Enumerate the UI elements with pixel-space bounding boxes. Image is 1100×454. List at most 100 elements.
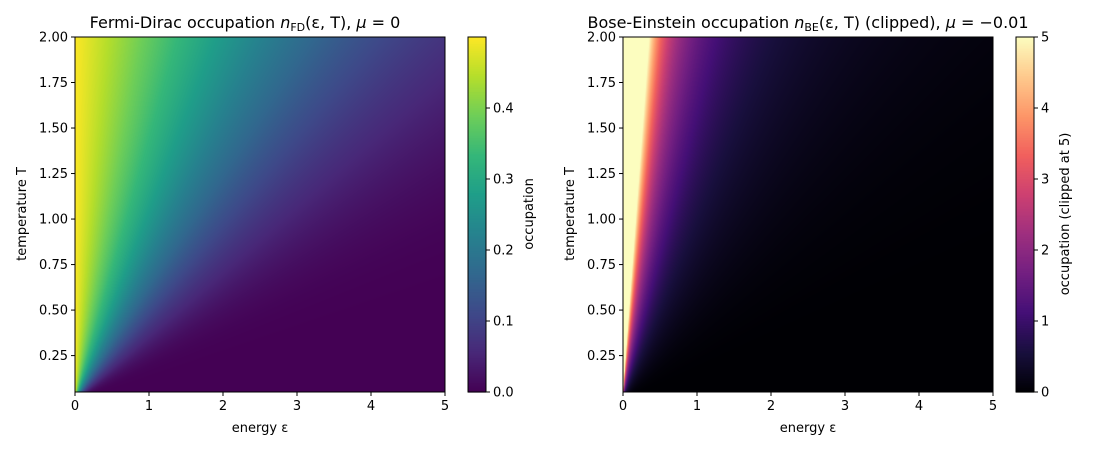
colorbar-segment	[468, 324, 486, 327]
colorbar-segment	[468, 237, 486, 240]
colorbar-segment	[468, 177, 486, 180]
colorbar-segment	[1016, 49, 1034, 52]
colorbar-segment	[1016, 335, 1034, 338]
colorbar-segment	[1016, 376, 1034, 379]
colorbar-segment	[468, 246, 486, 249]
colorbar-segment	[1016, 306, 1034, 310]
colorbar-segment	[1016, 115, 1034, 118]
colorbar-segment	[1016, 102, 1034, 106]
colorbar-segment	[468, 97, 486, 100]
colorbar-segment	[468, 49, 486, 52]
colorbar-segment	[468, 262, 486, 265]
colorbar-segment	[468, 386, 486, 390]
colorbar-segment	[468, 159, 486, 162]
colorbar-segment	[468, 127, 486, 130]
colorbar-segment	[1016, 77, 1034, 81]
colorbar-segment	[1016, 189, 1034, 193]
colorbar-segment	[1016, 113, 1034, 116]
colorbar-segment	[468, 250, 486, 253]
y-tick-label: 1.25	[587, 167, 616, 182]
colorbar-segment	[468, 356, 486, 359]
colorbar-segment	[1016, 88, 1034, 91]
colorbar-segment	[1016, 308, 1034, 311]
colorbar-segment	[468, 328, 486, 331]
colorbar-segment	[468, 65, 486, 68]
colorbar-segment	[468, 292, 486, 295]
colorbar-segment	[1016, 193, 1034, 196]
colorbar-segment	[468, 301, 486, 304]
colorbar-segment	[468, 68, 486, 72]
colorbar-segment	[468, 157, 486, 161]
colorbar-segment	[1016, 246, 1034, 249]
colorbar-segment	[1016, 104, 1034, 107]
colorbar-segment	[1016, 123, 1034, 127]
colorbar-segment	[1016, 116, 1034, 120]
colorbar-segment	[1016, 118, 1034, 122]
colorbar-segment	[468, 191, 486, 194]
x-tick-label: 1	[693, 399, 701, 414]
colorbar-segment	[468, 100, 486, 104]
colorbar-segment	[1016, 344, 1034, 347]
y-tick-label: 1.75	[39, 76, 68, 91]
colorbar-segment	[1016, 361, 1034, 365]
y-tick-label: 0.25	[587, 349, 616, 364]
colorbar-segment	[468, 347, 486, 350]
colorbar-tick-label: 0	[1041, 386, 1049, 401]
colorbar-segment	[468, 212, 486, 216]
colorbar-segment	[468, 354, 486, 358]
colorbar-segment	[468, 228, 486, 232]
colorbar-segment	[468, 377, 486, 381]
colorbar-segment	[1016, 345, 1034, 349]
colorbar-segment	[468, 90, 486, 93]
colorbar-segment	[1016, 179, 1034, 182]
colorbar-segment	[468, 278, 486, 281]
colorbar-segment	[1016, 125, 1034, 129]
colorbar-ticks: 0 1 2 3 4 5	[1034, 31, 1049, 401]
x-tick-label: 3	[293, 399, 301, 414]
y-tick-label: 1.50	[39, 122, 68, 137]
colorbar-segment	[468, 308, 486, 311]
colorbar-segment	[1016, 90, 1034, 93]
colorbar-segment	[1016, 271, 1034, 274]
x-axis-label: energy ε	[232, 421, 288, 436]
colorbar-segment	[468, 367, 486, 370]
colorbar-segment	[468, 363, 486, 366]
colorbar-segment	[1016, 324, 1034, 327]
colorbar	[468, 37, 486, 393]
colorbar-segment	[468, 63, 486, 66]
colorbar-segment	[1016, 315, 1034, 319]
colorbar-segment	[1016, 281, 1034, 285]
colorbar-segment	[1016, 155, 1034, 159]
colorbar-segment	[1016, 54, 1034, 58]
colorbar-segment	[468, 338, 486, 342]
colorbar-segment	[1016, 180, 1034, 184]
colorbar-segment	[1016, 44, 1034, 47]
colorbar-segment	[1016, 333, 1034, 336]
colorbar-segment	[468, 322, 486, 326]
colorbar-segment	[1016, 70, 1034, 74]
colorbar-segment	[1016, 122, 1034, 125]
colorbar-segment	[1016, 297, 1034, 301]
colorbar-segment	[468, 72, 486, 75]
heatmap-cells	[75, 37, 445, 392]
colorbar-segment	[1016, 299, 1034, 303]
colorbar-segment	[468, 38, 486, 42]
colorbar-segment	[1016, 60, 1034, 63]
colorbar-segment	[468, 152, 486, 155]
colorbar-segment	[468, 340, 486, 343]
colorbar-segment	[468, 274, 486, 278]
colorbar-segment	[468, 56, 486, 59]
colorbar-segment	[1016, 336, 1034, 340]
colorbar-segment	[1016, 290, 1034, 294]
colorbar-segment	[468, 40, 486, 43]
colorbar-segment	[1016, 111, 1034, 114]
colorbar-segment	[1016, 273, 1034, 276]
colorbar-segment	[1016, 292, 1034, 295]
colorbar-segment	[468, 196, 486, 200]
colorbar-segment	[468, 186, 486, 189]
colorbar-segment	[468, 271, 486, 274]
colorbar-segment	[1016, 184, 1034, 187]
colorbar-segment	[468, 154, 486, 157]
colorbar-tick-label: 1	[1041, 315, 1049, 330]
colorbar-segment	[468, 194, 486, 198]
